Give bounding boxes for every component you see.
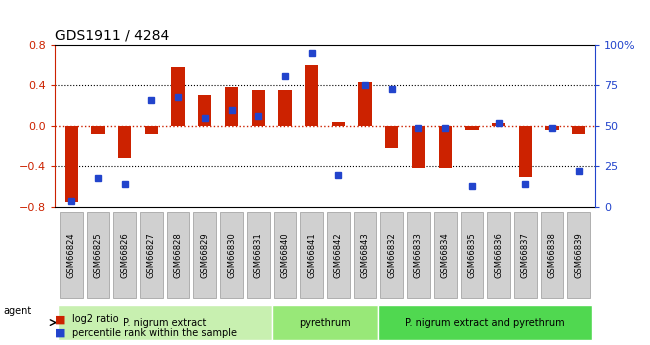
Bar: [64, 126, 78, 202]
Bar: [91, 126, 105, 134]
Text: GSM66840: GSM66840: [280, 233, 289, 278]
Bar: [252, 90, 265, 126]
Text: GSM66835: GSM66835: [467, 233, 476, 278]
Text: GSM66828: GSM66828: [174, 233, 183, 278]
Text: percentile rank within the sample: percentile rank within the sample: [72, 328, 237, 338]
FancyBboxPatch shape: [300, 212, 323, 298]
FancyBboxPatch shape: [378, 306, 592, 339]
Text: P. nigrum extract and pyrethrum: P. nigrum extract and pyrethrum: [406, 318, 565, 327]
Bar: [198, 95, 211, 126]
FancyBboxPatch shape: [140, 212, 162, 298]
Bar: [225, 87, 238, 126]
FancyBboxPatch shape: [380, 212, 403, 298]
FancyBboxPatch shape: [434, 212, 456, 298]
Text: ■: ■: [55, 314, 66, 324]
Bar: [145, 126, 158, 134]
Bar: [572, 126, 586, 134]
Text: pyrethrum: pyrethrum: [299, 318, 351, 327]
Bar: [385, 126, 398, 148]
Text: GSM66836: GSM66836: [494, 233, 503, 278]
FancyBboxPatch shape: [567, 212, 590, 298]
Bar: [439, 126, 452, 168]
Bar: [305, 65, 318, 126]
Text: GSM66838: GSM66838: [547, 233, 556, 278]
Text: GSM66825: GSM66825: [94, 233, 103, 278]
Bar: [465, 126, 478, 130]
Text: GSM66833: GSM66833: [414, 233, 423, 278]
Text: GSM66832: GSM66832: [387, 233, 396, 278]
Bar: [545, 126, 559, 130]
Bar: [332, 122, 345, 126]
FancyBboxPatch shape: [488, 212, 510, 298]
Bar: [172, 67, 185, 126]
Bar: [358, 82, 372, 126]
FancyBboxPatch shape: [167, 212, 189, 298]
Bar: [278, 90, 292, 126]
FancyBboxPatch shape: [220, 212, 243, 298]
Bar: [492, 123, 505, 126]
Text: GSM66839: GSM66839: [574, 233, 583, 278]
FancyBboxPatch shape: [541, 212, 564, 298]
Bar: [519, 126, 532, 177]
FancyBboxPatch shape: [247, 212, 270, 298]
Text: agent: agent: [3, 306, 31, 315]
Bar: [412, 126, 425, 168]
FancyBboxPatch shape: [327, 212, 350, 298]
FancyBboxPatch shape: [60, 212, 83, 298]
FancyBboxPatch shape: [272, 306, 378, 339]
Text: GDS1911 / 4284: GDS1911 / 4284: [55, 28, 170, 42]
FancyBboxPatch shape: [113, 212, 136, 298]
Text: GSM66834: GSM66834: [441, 233, 450, 278]
Text: GSM66827: GSM66827: [147, 233, 156, 278]
Text: GSM66824: GSM66824: [67, 233, 76, 278]
FancyBboxPatch shape: [407, 212, 430, 298]
Text: GSM66837: GSM66837: [521, 233, 530, 278]
Text: GSM66829: GSM66829: [200, 233, 209, 278]
FancyBboxPatch shape: [354, 212, 376, 298]
FancyBboxPatch shape: [194, 212, 216, 298]
Text: ■: ■: [55, 328, 66, 338]
FancyBboxPatch shape: [461, 212, 483, 298]
Text: GSM66830: GSM66830: [227, 233, 236, 278]
FancyBboxPatch shape: [514, 212, 537, 298]
Text: GSM66843: GSM66843: [361, 233, 370, 278]
Text: GSM66842: GSM66842: [334, 233, 343, 278]
FancyBboxPatch shape: [86, 212, 109, 298]
FancyBboxPatch shape: [58, 306, 272, 339]
FancyBboxPatch shape: [274, 212, 296, 298]
Bar: [118, 126, 131, 158]
Text: P. nigrum extract: P. nigrum extract: [123, 318, 207, 327]
Text: GSM66841: GSM66841: [307, 233, 316, 278]
Text: GSM66826: GSM66826: [120, 233, 129, 278]
Text: GSM66831: GSM66831: [254, 233, 263, 278]
Text: log2 ratio: log2 ratio: [72, 314, 118, 324]
